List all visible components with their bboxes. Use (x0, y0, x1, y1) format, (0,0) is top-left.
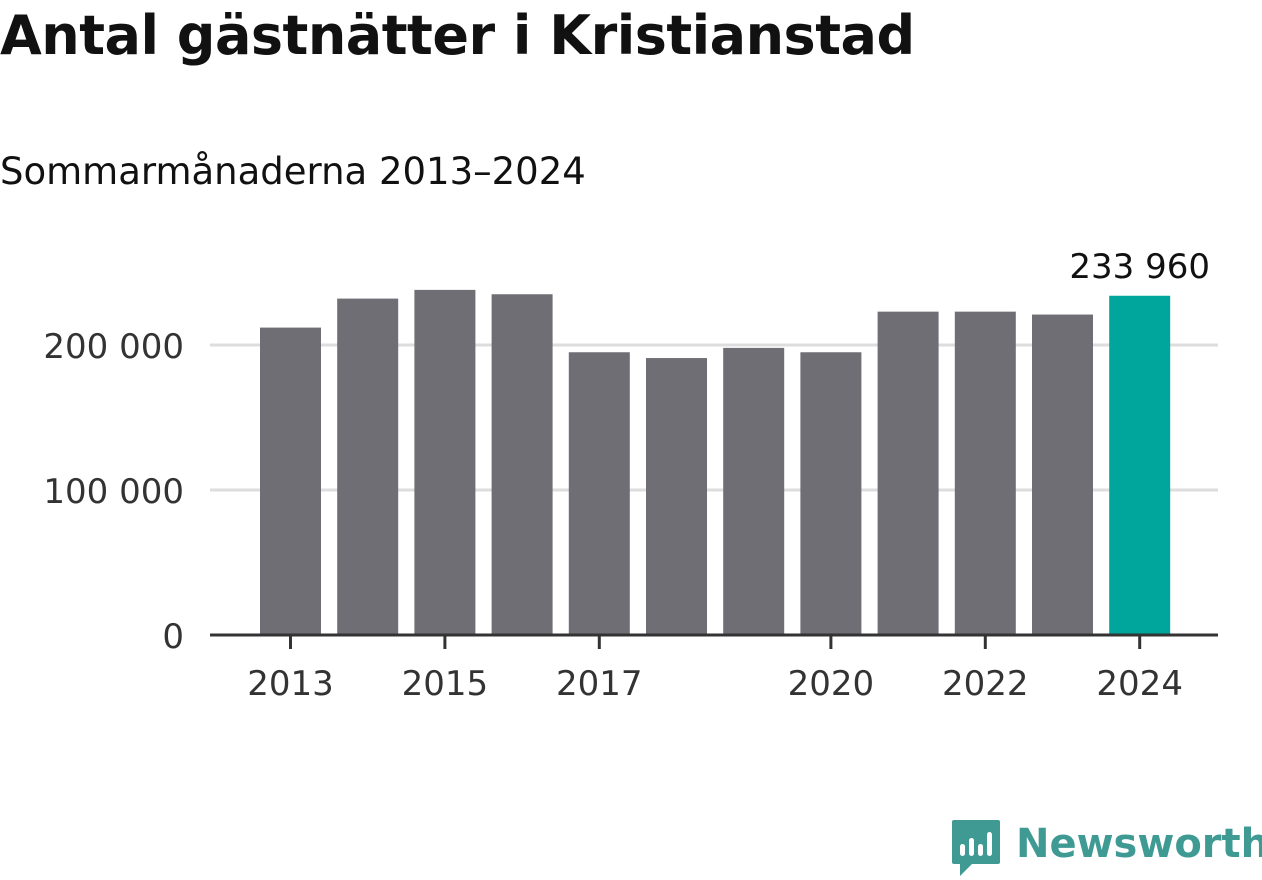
newsworthy-logo[interactable]: Newsworthy (950, 818, 1262, 880)
brand-name: Newsworthy (1016, 821, 1262, 867)
label-layer: 0 100 000 200 000 2013 2015 2017 2020 2022 2024 2… (43, 247, 1210, 704)
axis-layer (210, 633, 1218, 649)
bar-2017 (568, 352, 630, 635)
bar-chart: 0 100 000 200 000 2013 2015 2017 2020 2022 2024 2… (43, 247, 1218, 704)
bar-2014 (337, 298, 399, 635)
bar-2019 (723, 347, 785, 635)
y-tick-label: 100 000 (43, 472, 184, 512)
bar-2015 (414, 289, 476, 635)
bar-2016 (491, 294, 553, 635)
bar-2013 (260, 327, 321, 635)
y-tick-label: 0 (162, 617, 184, 657)
y-tick-label: 200 000 (43, 327, 184, 367)
bar-2018 (646, 358, 707, 635)
chart-title: Antal gästnätter i Kristianstad (0, 4, 915, 67)
bar-2020 (800, 352, 862, 635)
bar-2021 (877, 311, 939, 635)
x-tick-label: 2020 (788, 664, 875, 704)
x-tick-label: 2017 (556, 664, 643, 704)
x-tick-label: 2022 (942, 664, 1029, 704)
bar-2023 (1032, 314, 1093, 635)
bar-layer (260, 289, 1171, 635)
chart-subtitle: Sommarmånaderna 2013–2024 (0, 150, 586, 193)
x-tick-label: 2013 (247, 664, 334, 704)
bar-2022 (954, 311, 1016, 635)
x-tick-label: 2024 (1096, 664, 1183, 704)
x-tick-label: 2015 (402, 664, 489, 704)
bar-2024 (1109, 295, 1171, 635)
data-label: 233 960 (1069, 247, 1210, 287)
newsworthy-logo-icon (952, 820, 1000, 876)
